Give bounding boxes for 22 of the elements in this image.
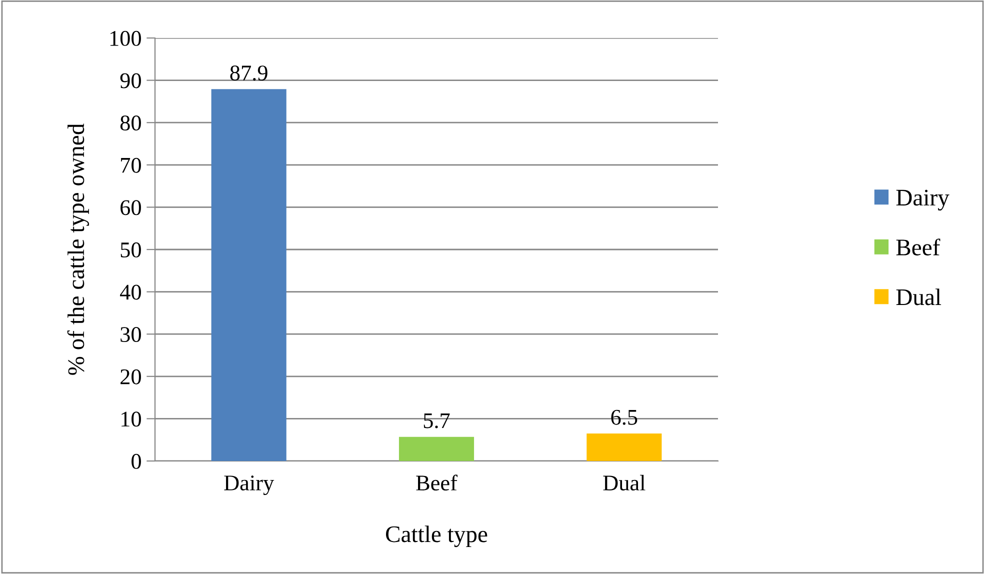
data-label: 87.9 <box>230 66 268 81</box>
y-tick-label: 30 <box>120 327 141 342</box>
y-tick-label: 100 <box>110 30 141 46</box>
y-tick-label: 20 <box>120 369 141 384</box>
y-tick-label: 90 <box>120 73 141 88</box>
data-label: 5.7 <box>424 413 450 428</box>
x-tick-label: Beef <box>416 474 458 491</box>
y-tick-label: 70 <box>121 158 141 173</box>
y-tick-label: 10 <box>122 412 141 427</box>
y-tick-label: 80 <box>120 116 141 131</box>
x-tick-label: Dairy <box>224 476 274 496</box>
legend-label: Dual <box>896 288 942 306</box>
y-axis-title: % of the cattle type owned <box>67 124 90 375</box>
x-axis-title: Cattle type <box>386 526 488 548</box>
y-tick-label: 50 <box>120 242 141 258</box>
legend-label: Dairy <box>896 190 950 210</box>
y-tick-label: 60 <box>120 200 141 216</box>
legend-label: Beef <box>896 238 940 256</box>
y-tick-label: 0 <box>132 454 141 469</box>
data-label: 6.5 <box>611 410 638 425</box>
y-tick-label: 40 <box>120 284 141 300</box>
x-tick-label: Dual <box>603 474 646 491</box>
